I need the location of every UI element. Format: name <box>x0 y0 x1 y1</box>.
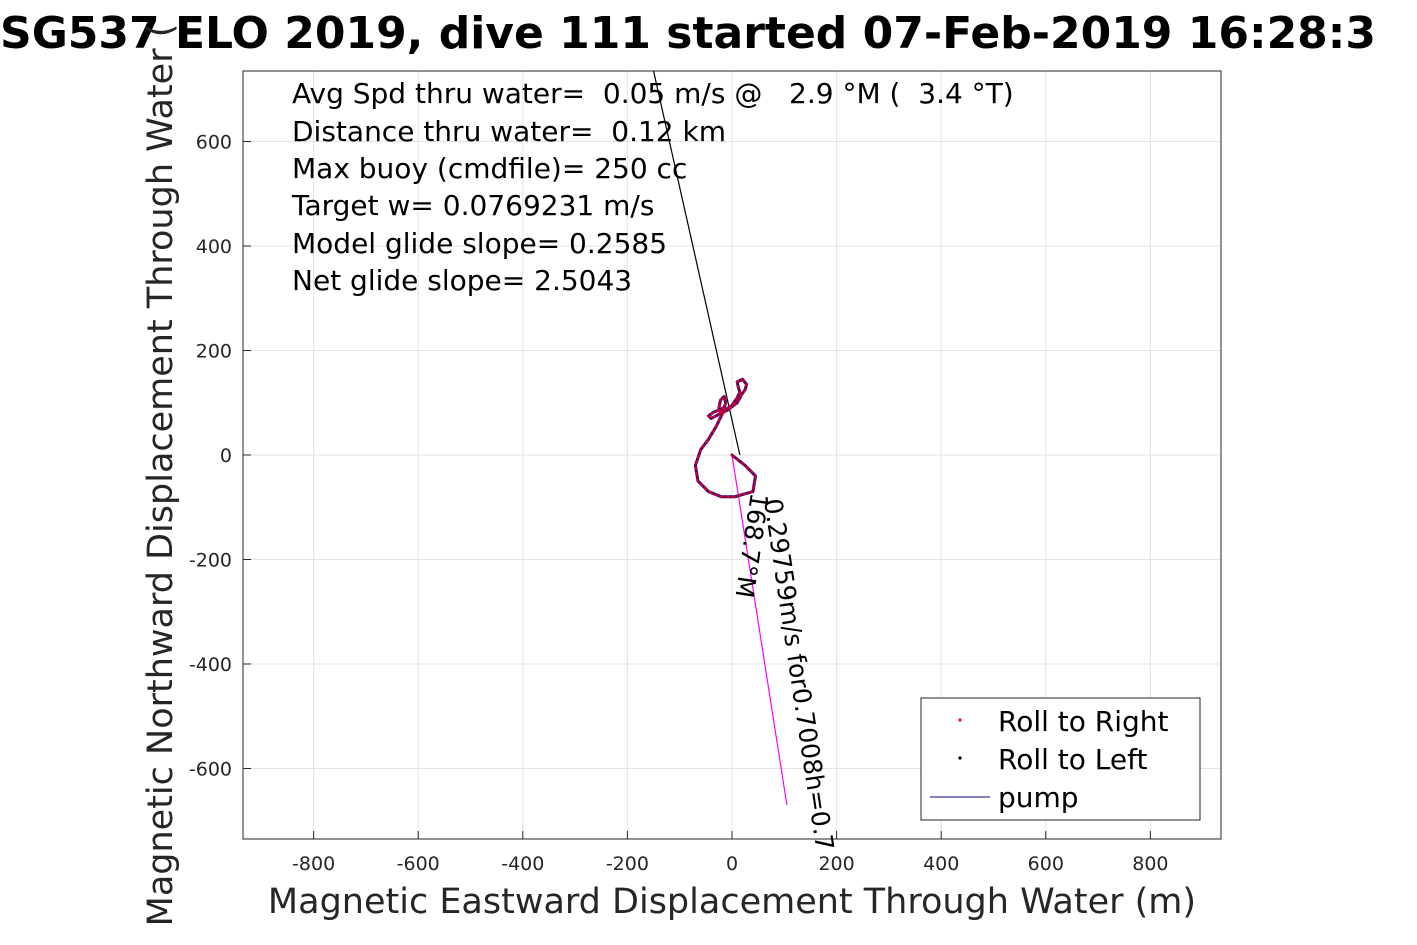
annotation-max-buoy: Max buoy (cmdfile)= 250 cc <box>292 152 687 185</box>
annotation-model-glide: Model glide slope= 0.2585 <box>292 227 667 260</box>
x-tick-label: -800 <box>292 853 335 875</box>
x-tick-label: -600 <box>397 853 440 875</box>
heading-line <box>652 70 741 456</box>
annotations: Avg Spd thru water= 0.05 m/s @ 2.9 °M ( … <box>291 77 1014 297</box>
annotation-distance: Distance thru water= 0.12 km <box>292 115 726 148</box>
annotation-target-w: Target w= 0.0769231 m/s <box>291 189 654 222</box>
y-axis-label: Magnetic Northward Displacement Through … <box>141 24 181 927</box>
y-tick-labels: 600 400 200 0 -200 -400 -600 <box>189 132 251 780</box>
legend-roll-right-marker <box>958 718 962 722</box>
x-tick-label: -400 <box>501 853 544 875</box>
legend-pump-label: pump <box>998 781 1079 814</box>
y-tick-label: 200 <box>196 341 232 363</box>
legend-roll-left-marker <box>958 756 962 760</box>
y-tick-label: 0 <box>220 445 232 467</box>
legend-roll-left-label: Roll to Left <box>998 743 1147 776</box>
x-tick-labels: -800 -600 -400 -200 0 200 400 600 800 <box>292 831 1169 875</box>
x-tick-label: 200 <box>818 853 854 875</box>
annotation-avg-speed: Avg Spd thru water= 0.05 m/s @ 2.9 °M ( … <box>292 77 1014 110</box>
x-tick-label: 800 <box>1132 853 1168 875</box>
legend-roll-right-label: Roll to Right <box>998 705 1169 738</box>
legend: Roll to Right Roll to Left pump <box>920 697 1201 821</box>
y-tick-label: -600 <box>189 758 232 780</box>
current-label: 0.29759m/s for0.7008h=0.7 <box>758 497 839 853</box>
chart-title: SG537 ELO 2019, dive 111 started 07-Feb-… <box>0 8 1376 59</box>
x-tick-label: -200 <box>606 853 649 875</box>
current-vector <box>731 454 788 806</box>
roll-right-track <box>694 378 757 498</box>
x-tick-label: 0 <box>726 853 738 875</box>
x-tick-label: 400 <box>923 853 959 875</box>
y-tick-label: -400 <box>189 654 232 676</box>
y-tick-label: 400 <box>196 236 232 258</box>
x-tick-label: 600 <box>1028 853 1064 875</box>
y-tick-label: 600 <box>196 132 232 154</box>
legend-box <box>920 697 1201 821</box>
y-tick-label: -200 <box>189 549 232 571</box>
x-axis-label: Magnetic Eastward Displacement Through W… <box>268 882 1196 922</box>
annotation-net-glide: Net glide slope= 2.5043 <box>292 264 632 297</box>
